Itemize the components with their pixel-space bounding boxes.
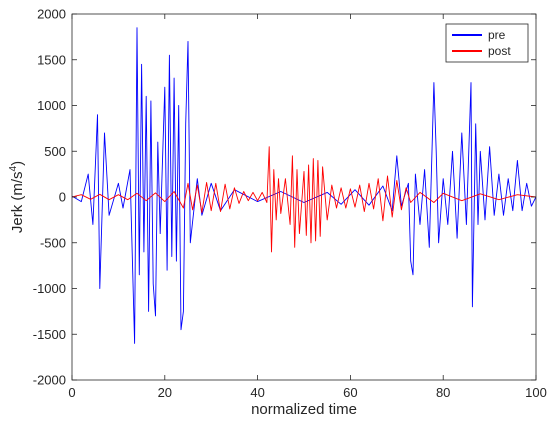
x-tick-label: 0	[68, 385, 75, 400]
x-tick-label: 20	[158, 385, 172, 400]
legend-label-pre: pre	[488, 28, 506, 42]
y-axis-title-superscript: 4	[8, 165, 19, 171]
y-axis-title: Jerk (m/s4)	[8, 161, 26, 233]
tick-layer: 0 20 40 60 80 100 -2000 -1500 -1000 -500 0 500 1000 1…	[33, 7, 547, 401]
legend-label-post: post	[488, 44, 511, 58]
y-tick-label: 0	[59, 190, 66, 205]
y-tick-label: 1000	[37, 98, 66, 113]
x-tick-label: 100	[525, 385, 547, 400]
x-axis-title: normalized time	[251, 401, 357, 418]
y-tick-label: 1500	[37, 52, 66, 67]
x-tick-label: 80	[436, 385, 450, 400]
y-tick-label: -1500	[33, 327, 66, 342]
series-line-post	[72, 146, 536, 253]
y-tick-label: -1000	[33, 281, 66, 296]
legend-box	[445, 23, 529, 63]
legend: pre post	[445, 23, 529, 63]
x-tick-label: 40	[250, 385, 264, 400]
series-layer	[72, 27, 536, 344]
y-axis-title-close: )	[9, 161, 26, 166]
y-tick-label: -500	[40, 235, 66, 250]
x-tick-label: 60	[343, 385, 357, 400]
y-axis-title-main: Jerk (m/s	[9, 171, 26, 233]
y-tick-label: 500	[44, 144, 66, 159]
y-tick-label: -2000	[33, 373, 66, 388]
y-tick-label: 2000	[37, 7, 66, 22]
series-line-pre	[72, 27, 536, 344]
